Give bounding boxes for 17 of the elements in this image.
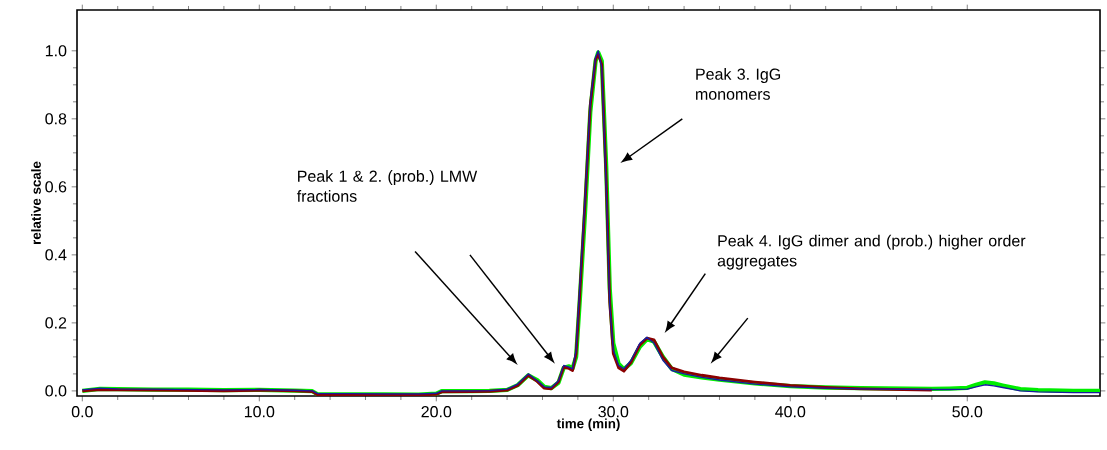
y-tick-label: 0.2 xyxy=(45,317,67,329)
annotation: Peak 1 & 2. (prob.) LMW fractions xyxy=(296,170,478,202)
x-tick-label: 40.0 xyxy=(775,406,806,418)
y-axis-title: relative scale xyxy=(31,161,41,244)
x-tick-label: 10.0 xyxy=(244,406,275,418)
y-tick-label: 1.0 xyxy=(45,45,67,57)
y-tick-label: 0.4 xyxy=(45,249,67,261)
x-axis-title: time (min) xyxy=(556,418,620,431)
y-tick-label: 0.8 xyxy=(45,113,67,125)
annotation: Peak 4. IgG dimer and (prob.) higher order aggregates xyxy=(717,234,1026,270)
x-tick-label: 20.0 xyxy=(421,406,452,418)
y-tick-label: 0.0 xyxy=(45,385,67,397)
x-tick-label: 0.0 xyxy=(71,406,93,418)
annotation: Peak 3. IgG monomers xyxy=(696,68,781,100)
y-tick-label: 0.6 xyxy=(45,181,67,193)
x-tick-label: 50.0 xyxy=(952,406,983,418)
x-tick-label: 30.0 xyxy=(598,406,629,418)
